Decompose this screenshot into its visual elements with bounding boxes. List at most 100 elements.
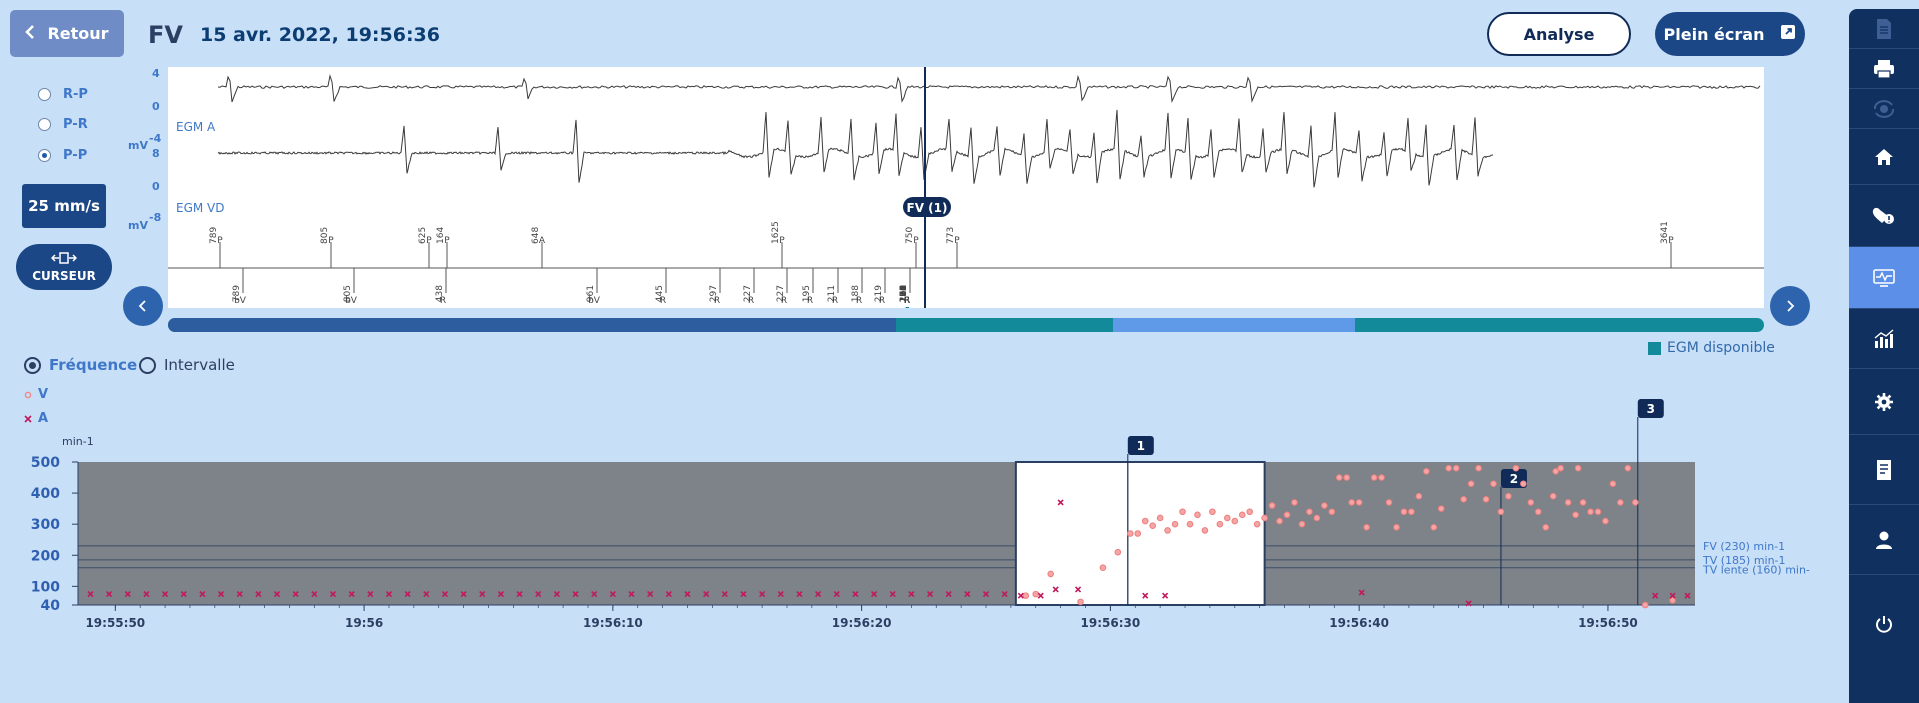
a-point [423,591,430,598]
rate-trend-chart[interactable]: min-1 FV (230) min-1TV (185) min-1TV len… [0,395,1919,635]
radio-p-p-circle[interactable] [38,149,51,162]
v-point [1408,508,1415,516]
marker-interval-bottom: 219 [874,285,884,302]
next-page-button[interactable] [1770,286,1810,326]
marker-event-top: P [444,236,450,246]
marker-event-bottom: R [904,296,910,306]
y-tick-label: 300 [31,517,60,533]
a-point [721,591,728,598]
a-point [740,591,747,598]
back-label: Retour [47,24,109,43]
document-icon [1877,18,1891,39]
marker-event-bottom: R [904,296,910,306]
v-point [1276,517,1283,525]
marker-interval-bottom: 219 [899,285,909,302]
sidebar-home[interactable] [1849,129,1919,185]
analyse-button[interactable]: Analyse [1487,12,1631,56]
marker-interval-bottom: 961 [586,285,596,302]
marker-event-bottom: R [904,296,910,306]
a-point [1017,592,1024,599]
mode-intervalle-radio[interactable] [139,356,156,374]
mode-intervalle-label: Intervalle [164,356,235,374]
radio-p-r[interactable]: P-R [38,117,88,132]
back-button[interactable]: Retour [10,10,124,57]
marker-interval-bottom: 195 [899,285,909,302]
radio-r-p-circle[interactable] [38,88,51,101]
sidebar-egm-viewer[interactable] [1849,247,1919,309]
sidebar-report[interactable] [1849,435,1919,505]
v-point [1430,523,1438,531]
marker-event-bottom: R [904,296,910,306]
sidebar-power[interactable] [1849,575,1919,703]
egm-a-tick-bottom: -4 [149,132,162,145]
mode-frequence[interactable]: Fréquence [24,356,137,374]
prev-page-button[interactable] [123,286,163,326]
v-point [1512,464,1520,472]
v-point [1624,464,1632,472]
sidebar-print[interactable] [1849,49,1919,89]
v-point [1393,523,1400,531]
marker-interval-top: 805 [320,227,330,244]
a-point [441,591,449,598]
marker-event-bottom: R [904,296,910,306]
marker-interval-bottom: 227 [776,285,786,302]
a-point [572,591,579,598]
v-point [1099,564,1107,571]
marker-event-bottom: R [904,296,910,306]
v-point [1423,468,1430,475]
a-point [479,591,486,598]
egm-available-swatch [1648,341,1661,355]
marker-interval-bottom: 211 [899,285,909,302]
egm-a-label: EGM A [176,120,216,134]
v-point [1313,514,1321,522]
marker-event-bottom: bV [588,296,601,306]
episode-datetime: 15 avr. 2022, 19:56:36 [200,24,440,46]
sidebar-sync[interactable] [1849,89,1919,129]
marker-event-bottom: R [904,296,910,306]
legend-a: A [24,411,48,426]
egm-vd-tick-bottom: -8 [149,211,162,224]
v-point [1355,499,1363,506]
cursor-button[interactable]: CURSEUR [16,244,112,290]
episode-marker-badge [1127,436,1154,455]
marker-event-bottom: R [660,296,666,306]
mode-intervalle[interactable]: Intervalle [139,356,235,374]
radio-p-p[interactable]: P-P [38,148,87,163]
sidebar-statistics[interactable] [1849,309,1919,369]
fullscreen-button[interactable]: Plein écran [1655,12,1805,56]
marker-interval-bottom: 172 [899,285,909,302]
marker-interval-bottom: 211 [899,285,909,302]
scrubber-window[interactable] [1113,318,1355,332]
chevron-left-icon [138,300,146,312]
a-point [1057,499,1064,506]
a-point [1037,592,1044,599]
timeline-scrubber[interactable] [168,318,1764,332]
event-badge [903,197,951,217]
a-point [815,591,822,598]
sidebar-settings[interactable] [1849,369,1919,435]
marker-event-bottom: R [714,296,720,306]
sidebar-user[interactable] [1849,505,1919,575]
radio-p-r-circle[interactable] [38,118,51,131]
radio-r-p[interactable]: R-P [38,87,88,102]
circle-marker-icon [24,391,32,398]
marker-interval-bottom: 203 [899,285,909,302]
radio-r-p-label: R-P [63,87,88,102]
marker-interval-bottom: 172 [899,285,909,302]
a-point [311,591,318,598]
speed-button[interactable]: 25 mm/s [22,184,106,228]
marker-event-bottom: R [832,296,838,306]
egm-tracing-panel[interactable]: EGM A EGM VD 789 P 805 P 625 P 164 P 648 A 1625 P 75… [168,67,1764,315]
marker-interval-bottom: 195 [899,285,909,302]
v-point [1378,474,1385,481]
v-point [1370,474,1378,481]
v-point [1348,499,1355,506]
sidebar-document[interactable] [1849,9,1919,49]
a-point [516,591,523,598]
mode-frequence-radio[interactable] [24,356,41,374]
marker-interval-top: 648 [531,227,541,244]
sidebar-patient-alerts[interactable] [1849,185,1919,247]
gear-icon [1875,392,1893,411]
